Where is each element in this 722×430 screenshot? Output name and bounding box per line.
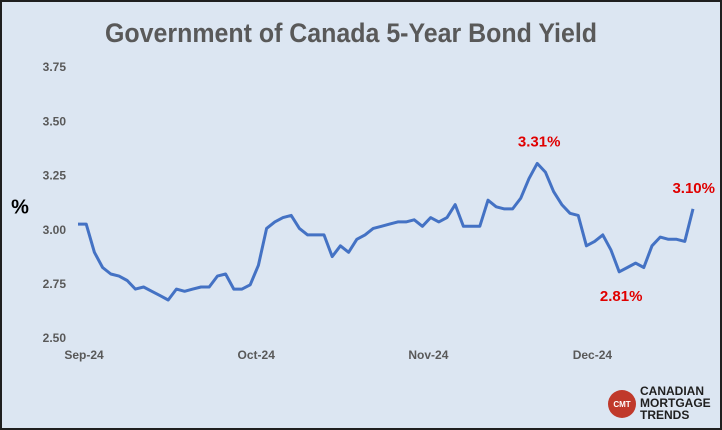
logo-badge-text: CMT [613,400,630,409]
chart-title: Government of Canada 5-Year Bond Yield [105,18,597,48]
y-tick-label: 3.75 [43,60,67,74]
logo-badge [608,390,636,418]
line-series [78,161,695,302]
data-label: 2.81% [600,288,643,305]
x-tick-label: Sep-24 [64,348,104,362]
logo: CMT CANADIAN MORTGAGE TRENDS [608,384,711,422]
logo-text: MORTGAGE [640,396,711,410]
y-axis-label: % [11,196,29,218]
y-tick-label: 2.50 [43,331,67,345]
y-tick-label: 3.00 [43,223,67,237]
y-tick-label: 3.25 [43,169,67,183]
x-tick-label: Dec-24 [573,348,613,362]
data-label: 3.31% [518,133,561,150]
logo-text: CANADIAN [640,384,704,398]
y-tick-label: 3.50 [43,114,67,128]
logo-text: TRENDS [640,408,689,422]
data-label: 3.10% [672,180,715,197]
x-tick-label: Oct-24 [238,348,276,362]
y-tick-label: 2.75 [43,277,67,291]
x-tick-label: Nov-24 [408,348,448,362]
